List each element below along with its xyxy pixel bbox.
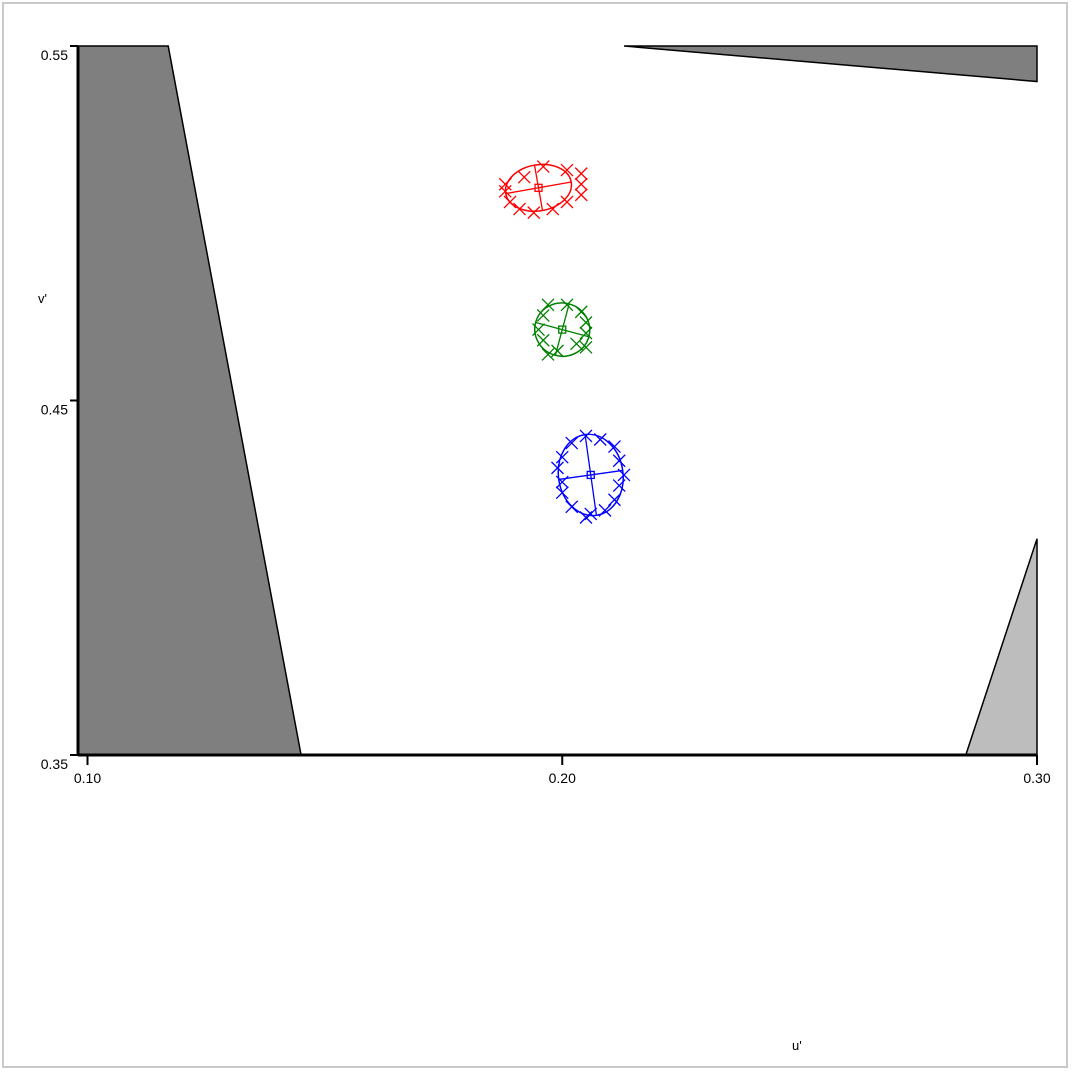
data-point	[541, 347, 555, 361]
data-point	[555, 475, 569, 489]
data-point	[527, 206, 541, 220]
data-point	[555, 450, 569, 464]
data-point	[579, 340, 593, 354]
data-point	[560, 195, 574, 209]
data-point	[579, 326, 593, 340]
x-axis-title: u'	[792, 1038, 802, 1053]
data-point	[612, 454, 626, 468]
ellipse-axis	[533, 164, 544, 211]
data-point	[574, 188, 588, 202]
x-tick-label: 0.20	[549, 770, 576, 786]
data-point	[551, 344, 564, 358]
data-point	[579, 316, 593, 329]
gamut-regions	[77, 45, 1038, 756]
series-group	[532, 298, 593, 361]
ellipse-axis	[584, 434, 598, 516]
data-point	[517, 170, 531, 184]
mean-marker	[534, 183, 543, 192]
data-point	[546, 202, 560, 216]
x-tick-label: 0.10	[74, 770, 101, 786]
data-point	[570, 337, 583, 351]
data-point	[617, 468, 631, 482]
data-point	[560, 163, 574, 177]
data-point	[579, 429, 593, 443]
y-axis-title: v'	[38, 291, 47, 306]
axis-ticks: 0.55 0.45 0.35 0.10 0.20 0.30	[41, 45, 1051, 786]
x-tick-label: 0.30	[1023, 770, 1050, 786]
data-point	[574, 305, 588, 319]
data-point	[565, 500, 579, 514]
y-tick-label: 0.35	[41, 756, 68, 772]
data-point	[536, 160, 550, 173]
bottom-right-gamut-region	[964, 538, 1038, 756]
left-gamut-region	[77, 45, 303, 756]
data-point	[541, 298, 555, 312]
data-point	[498, 184, 512, 198]
data-point	[536, 308, 550, 322]
mean-marker	[586, 470, 595, 480]
data-point	[503, 195, 517, 209]
top-right-gamut-region	[623, 45, 1038, 83]
data-point	[555, 486, 569, 500]
data-point	[598, 503, 612, 517]
data-series	[498, 160, 631, 524]
data-point	[574, 177, 588, 191]
ellipse-axis	[554, 303, 570, 356]
y-tick-label: 0.55	[41, 47, 68, 63]
data-point	[579, 511, 593, 524]
data-point	[608, 493, 621, 507]
data-point	[608, 440, 621, 454]
data-point	[593, 433, 607, 446]
data-point	[560, 298, 574, 312]
data-point	[574, 167, 588, 181]
data-point	[612, 479, 626, 493]
y-tick-label: 0.45	[41, 402, 68, 418]
data-point	[532, 323, 545, 337]
series-group	[551, 429, 631, 524]
data-point	[551, 461, 564, 475]
data-point	[513, 202, 526, 216]
data-point	[536, 333, 550, 347]
mean-marker	[558, 325, 567, 334]
data-point	[565, 436, 579, 450]
series-group	[498, 160, 588, 220]
